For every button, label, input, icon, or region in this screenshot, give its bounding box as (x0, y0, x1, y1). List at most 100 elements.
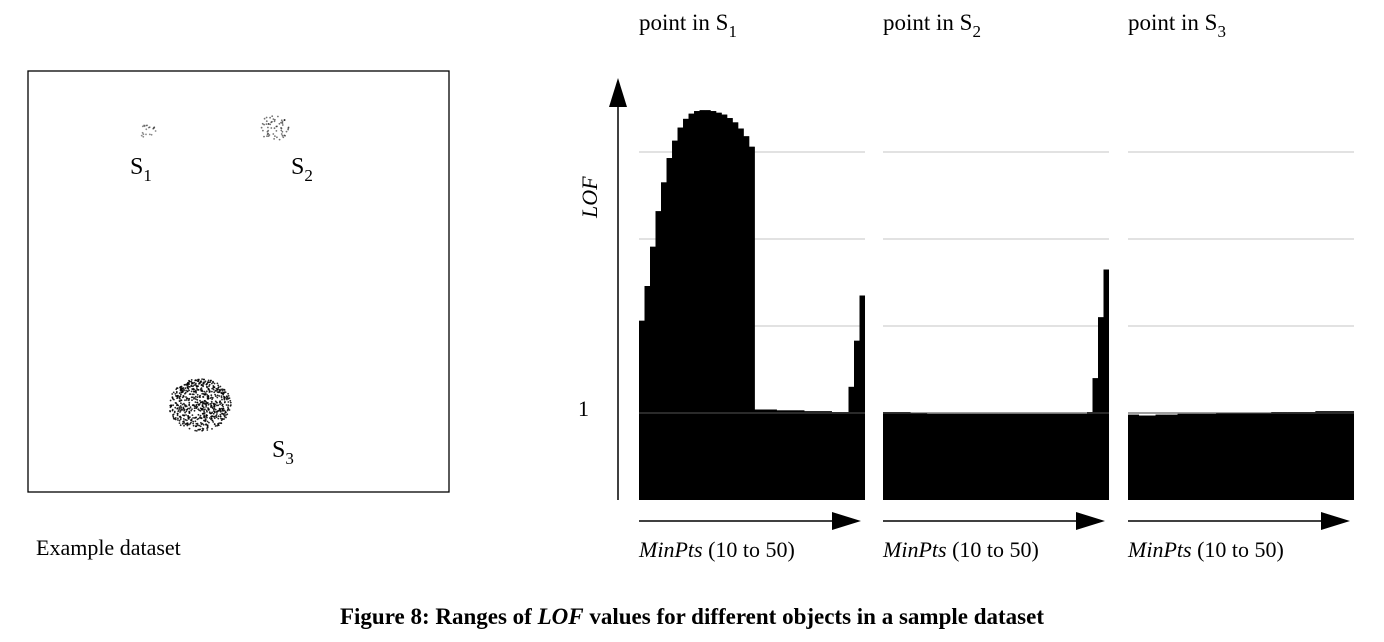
lof-bar (965, 413, 972, 500)
dataset-point (280, 121, 282, 124)
dataset-point (177, 417, 179, 420)
dataset-point (220, 417, 222, 420)
dataset-point (152, 127, 155, 130)
lof-bar (1243, 413, 1250, 500)
dataset-point (218, 391, 221, 394)
cluster-label-s2: S2 (291, 154, 313, 185)
dataset-point (260, 126, 263, 129)
dataset-point (204, 420, 207, 423)
lof-bar (815, 411, 821, 500)
dataset-point (187, 415, 190, 418)
lof-bar (1320, 411, 1327, 500)
dataset-point (201, 392, 204, 395)
dataset-point (176, 396, 179, 399)
lof-bar (1026, 413, 1032, 500)
dataset-point (214, 425, 217, 427)
dataset-point (209, 381, 212, 384)
dataset-point (201, 405, 204, 408)
dataset-point (202, 401, 205, 403)
dataset-point (202, 385, 205, 388)
dataset-point (266, 130, 269, 133)
lof-bar (1232, 413, 1239, 500)
lof-bar (699, 110, 706, 500)
dataset-point (197, 385, 199, 388)
dataset-point (200, 421, 202, 424)
dataset-point (206, 393, 208, 396)
lof-bar (837, 412, 843, 500)
dataset-point (223, 391, 226, 394)
lof-bar (655, 211, 662, 500)
lof-bar (809, 411, 816, 500)
dataset-point (210, 396, 213, 399)
dataset-point (280, 133, 283, 135)
lof-bar (943, 413, 950, 500)
dataset-point (174, 393, 177, 395)
dataset-point (198, 403, 201, 405)
dataset-point (201, 407, 204, 410)
lof-bar (1064, 413, 1071, 500)
lof-bar (1293, 412, 1299, 500)
dataset-point (265, 116, 268, 119)
dataset-point (141, 125, 144, 128)
lof-bar (1161, 414, 1167, 500)
dataset-point (188, 404, 191, 407)
dataset-point (148, 126, 151, 129)
lof-bar (677, 127, 684, 500)
lof-bar (1183, 413, 1189, 500)
dataset-point (145, 133, 147, 136)
dataset-point (211, 390, 213, 393)
dataset-point (273, 127, 276, 130)
dataset-point (207, 397, 210, 400)
dataset-point (214, 393, 217, 396)
lof-bar (710, 111, 717, 500)
lof-bar (949, 413, 955, 500)
lof-bar (1298, 412, 1305, 500)
dataset-point (203, 390, 206, 393)
dataset-point (284, 134, 286, 137)
dataset-point (222, 413, 225, 416)
dataset-point (265, 120, 268, 123)
lof-bar (1260, 413, 1266, 500)
dataset-point (179, 424, 182, 427)
dataset-point (174, 406, 177, 409)
dataset-point (217, 388, 219, 390)
dataset-point (180, 406, 183, 409)
dataset-point (218, 395, 221, 397)
dataset-point (180, 399, 183, 401)
dataset-point (169, 410, 172, 413)
lof-bar (661, 182, 667, 500)
dataset-point (140, 134, 143, 137)
dataset-point (192, 420, 195, 423)
dataset-point (192, 417, 195, 419)
dataset-point (193, 381, 196, 384)
dataset-point (207, 388, 210, 390)
dataset-point (271, 115, 274, 118)
lof-bar (650, 246, 656, 500)
dataset-point (201, 401, 204, 404)
dataset-point (141, 131, 144, 134)
dataset-point (280, 119, 283, 122)
lof-bar (793, 410, 799, 500)
dataset-point (214, 395, 217, 397)
dataset-point (187, 382, 190, 384)
dataset-point (190, 421, 192, 424)
dataset-point (193, 384, 196, 386)
dataset-point (194, 401, 197, 403)
lof-bar (921, 413, 928, 500)
lof-bar (1348, 411, 1355, 500)
lof-bar (1304, 412, 1310, 500)
dataset-point (181, 389, 183, 391)
dataset-point (208, 421, 210, 424)
lof-bar (1042, 413, 1049, 500)
dataset-point (179, 415, 182, 418)
dataset-point (270, 121, 273, 124)
dataset-point (142, 135, 145, 138)
dataset-point (194, 425, 197, 428)
dataset-point (223, 415, 226, 418)
lof-panel-2: point in S2 MinPts (10 to 50) (882, 10, 1110, 562)
dataset-point (222, 392, 224, 395)
dataset-point (221, 408, 224, 411)
dataset-point (210, 394, 213, 397)
lof-bar (1020, 413, 1027, 500)
lof-bar (683, 118, 689, 501)
